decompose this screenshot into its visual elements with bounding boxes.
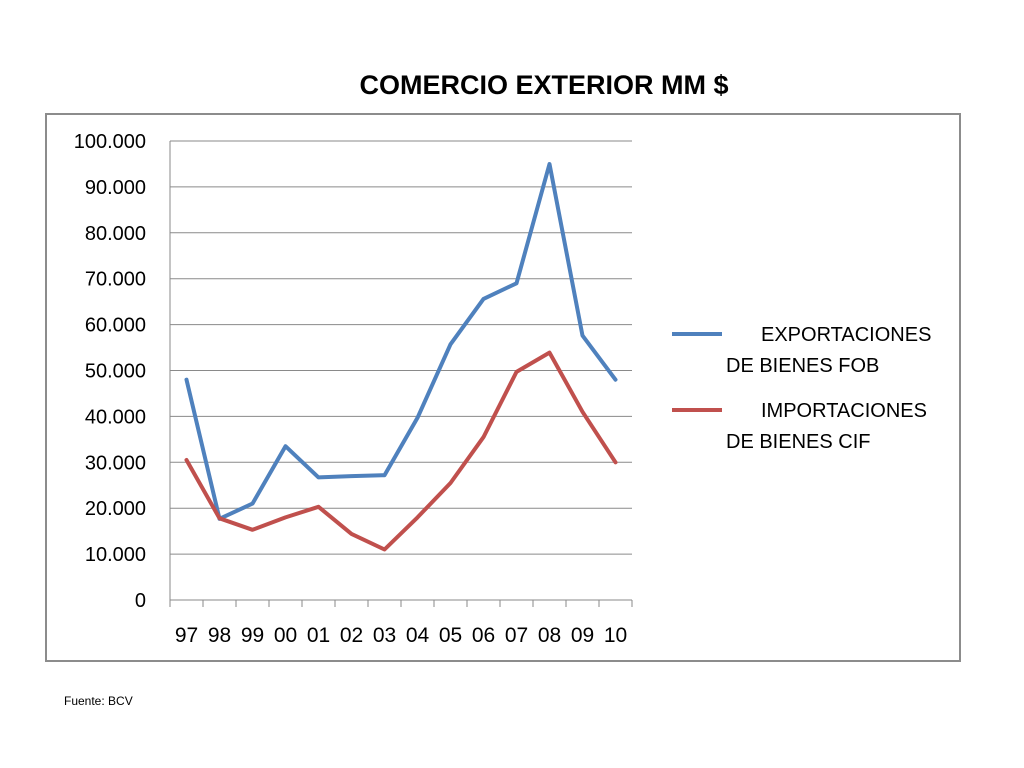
data-point — [416, 416, 420, 420]
y-tick-labels: 0 10.000 20.000 30.000 40.000 50.000 60.000 70.… — [74, 131, 146, 612]
legend-label: EXPORTACIONES — [761, 324, 931, 346]
legend-label: IMPORTACIONES — [761, 400, 927, 422]
y-tick-label: 20.000 — [85, 498, 146, 520]
data-point — [185, 458, 189, 462]
data-point — [350, 532, 354, 536]
y-tick-label: 70.000 — [85, 269, 146, 291]
data-point — [482, 435, 486, 439]
y-tick-label: 100.000 — [74, 131, 146, 153]
chart-title: COMERCIO EXTERIOR MM $ — [359, 70, 729, 100]
x-tick-label: 05 — [439, 624, 462, 647]
data-point — [416, 515, 420, 519]
data-point — [614, 460, 618, 464]
x-tick-label: 03 — [373, 624, 396, 647]
legend: EXPORTACIONES DE BIENES FOB IMPORTACIONES D… — [672, 324, 931, 453]
legend-label: DE BIENES CIF — [726, 431, 870, 453]
x-tick-label: 06 — [472, 624, 495, 647]
data-point — [548, 162, 552, 166]
data-point — [614, 378, 618, 382]
chart-frame — [45, 113, 961, 662]
data-point — [515, 281, 519, 285]
series-line-2 — [184, 350, 618, 552]
legend-label: DE BIENES FOB — [726, 355, 879, 377]
y-tick-label: 60.000 — [85, 315, 146, 337]
x-tick-label: 07 — [505, 624, 528, 647]
y-tick-label: 80.000 — [85, 223, 146, 245]
data-point — [251, 502, 255, 506]
x-tick-label: 10 — [604, 624, 627, 647]
y-tick-label: 0 — [135, 590, 146, 612]
y-tick-label: 40.000 — [85, 406, 146, 428]
data-point — [218, 516, 222, 520]
x-tick-label: 09 — [571, 624, 594, 647]
data-point — [350, 474, 354, 478]
x-tick-label: 98 — [208, 624, 231, 647]
data-point — [251, 528, 255, 532]
y-tick-label: 10.000 — [85, 544, 146, 566]
data-point — [449, 342, 453, 346]
x-tick-label: 99 — [241, 624, 264, 647]
data-point — [383, 548, 387, 552]
data-point — [482, 297, 486, 301]
x-tick-labels: 97 98 99 00 01 02 03 04 05 06 07 08 09 10 — [175, 624, 627, 647]
series-lines — [184, 162, 618, 552]
axes — [169, 141, 633, 607]
data-point — [383, 473, 387, 477]
y-tick-label: 50.000 — [85, 361, 146, 383]
data-point — [581, 334, 585, 338]
data-point — [284, 515, 288, 519]
x-tick-label: 04 — [406, 624, 430, 647]
data-point — [548, 351, 552, 355]
data-point — [284, 444, 288, 448]
y-tick-label: 30.000 — [85, 452, 146, 474]
data-point — [449, 481, 453, 485]
series-line-1 — [184, 162, 618, 521]
x-tick-label: 97 — [175, 624, 198, 647]
x-tick-label: 08 — [538, 624, 561, 647]
data-point — [581, 410, 585, 414]
x-tick-label: 00 — [274, 624, 297, 647]
source-note: Fuente: BCV — [64, 694, 133, 708]
y-tick-label: 90.000 — [85, 177, 146, 199]
data-point — [317, 505, 321, 509]
x-tick-label: 02 — [340, 624, 363, 647]
data-point — [317, 475, 321, 479]
grid-lines — [170, 140, 632, 555]
data-point — [515, 370, 519, 374]
data-point — [185, 378, 189, 382]
x-tick-label: 01 — [307, 624, 330, 647]
